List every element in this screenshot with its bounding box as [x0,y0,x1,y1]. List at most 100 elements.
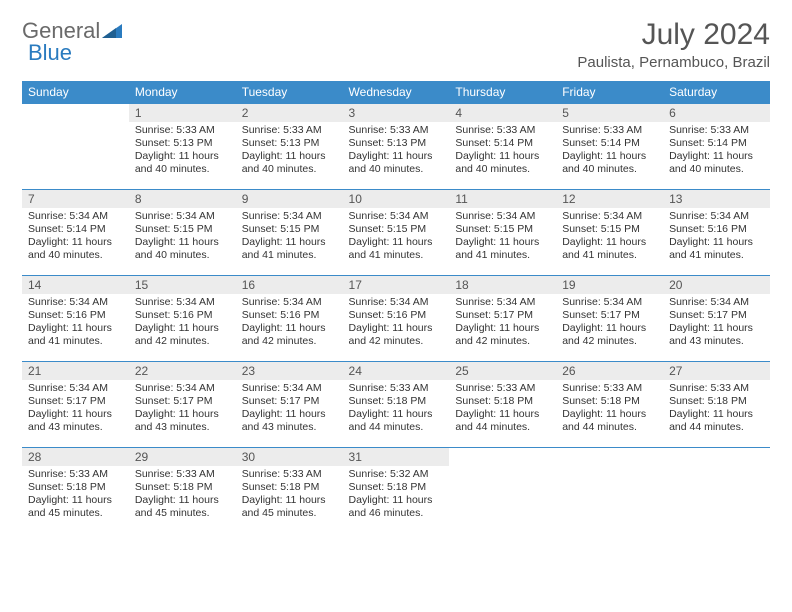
sunset-line: Sunset: 5:15 PM [135,223,230,236]
calendar-day-cell: 2Sunrise: 5:33 AMSunset: 5:13 PMDaylight… [236,104,343,190]
day-content: Sunrise: 5:33 AMSunset: 5:18 PMDaylight:… [449,380,556,439]
day-number: 29 [129,448,236,466]
day-content: Sunrise: 5:33 AMSunset: 5:14 PMDaylight:… [556,122,663,181]
daylight-line: Daylight: 11 hours and 41 minutes. [562,236,657,262]
calendar-day-cell: 12Sunrise: 5:34 AMSunset: 5:15 PMDayligh… [556,190,663,276]
day-number: 12 [556,190,663,208]
daylight-line: Daylight: 11 hours and 43 minutes. [135,408,230,434]
day-content: Sunrise: 5:34 AMSunset: 5:16 PMDaylight:… [22,294,129,353]
sunrise-line: Sunrise: 5:32 AM [349,468,444,481]
sunset-line: Sunset: 5:18 PM [562,395,657,408]
sunrise-line: Sunrise: 5:33 AM [669,382,764,395]
sunrise-line: Sunrise: 5:34 AM [669,210,764,223]
sunrise-line: Sunrise: 5:33 AM [349,382,444,395]
calendar-week-row: 21Sunrise: 5:34 AMSunset: 5:17 PMDayligh… [22,362,770,448]
sunset-line: Sunset: 5:17 PM [669,309,764,322]
sunset-line: Sunset: 5:15 PM [242,223,337,236]
calendar-day-cell: 29Sunrise: 5:33 AMSunset: 5:18 PMDayligh… [129,448,236,534]
day-content: Sunrise: 5:33 AMSunset: 5:18 PMDaylight:… [129,466,236,525]
day-content: Sunrise: 5:34 AMSunset: 5:15 PMDaylight:… [129,208,236,267]
day-content: Sunrise: 5:34 AMSunset: 5:16 PMDaylight:… [663,208,770,267]
daylight-line: Daylight: 11 hours and 40 minutes. [135,150,230,176]
calendar-day-cell: 15Sunrise: 5:34 AMSunset: 5:16 PMDayligh… [129,276,236,362]
calendar-day-cell: 28Sunrise: 5:33 AMSunset: 5:18 PMDayligh… [22,448,129,534]
daylight-line: Daylight: 11 hours and 40 minutes. [242,150,337,176]
calendar-day-cell: 27Sunrise: 5:33 AMSunset: 5:18 PMDayligh… [663,362,770,448]
sunrise-line: Sunrise: 5:34 AM [28,210,123,223]
day-number: 30 [236,448,343,466]
sunset-line: Sunset: 5:14 PM [669,137,764,150]
calendar-day-cell: 26Sunrise: 5:33 AMSunset: 5:18 PMDayligh… [556,362,663,448]
sunrise-line: Sunrise: 5:33 AM [28,468,123,481]
day-header: Sunday [22,81,129,104]
sunset-line: Sunset: 5:14 PM [562,137,657,150]
day-number: 17 [343,276,450,294]
calendar-week-row: 1Sunrise: 5:33 AMSunset: 5:13 PMDaylight… [22,104,770,190]
calendar-day-cell: 31Sunrise: 5:32 AMSunset: 5:18 PMDayligh… [343,448,450,534]
sunrise-line: Sunrise: 5:34 AM [349,210,444,223]
sunrise-line: Sunrise: 5:34 AM [455,210,550,223]
day-content: Sunrise: 5:33 AMSunset: 5:18 PMDaylight:… [343,380,450,439]
title-block: July 2024 Paulista, Pernambuco, Brazil [577,18,770,71]
location: Paulista, Pernambuco, Brazil [577,54,770,71]
calendar-day-cell [449,448,556,534]
day-content: Sunrise: 5:33 AMSunset: 5:13 PMDaylight:… [236,122,343,181]
day-content: Sunrise: 5:34 AMSunset: 5:17 PMDaylight:… [663,294,770,353]
daylight-line: Daylight: 11 hours and 44 minutes. [669,408,764,434]
sunset-line: Sunset: 5:16 PM [349,309,444,322]
calendar-day-cell: 22Sunrise: 5:34 AMSunset: 5:17 PMDayligh… [129,362,236,448]
calendar-day-cell: 14Sunrise: 5:34 AMSunset: 5:16 PMDayligh… [22,276,129,362]
sunset-line: Sunset: 5:17 PM [562,309,657,322]
day-number: 7 [22,190,129,208]
sunrise-line: Sunrise: 5:33 AM [455,124,550,137]
calendar-day-cell: 10Sunrise: 5:34 AMSunset: 5:15 PMDayligh… [343,190,450,276]
day-content: Sunrise: 5:34 AMSunset: 5:17 PMDaylight:… [236,380,343,439]
day-number: 9 [236,190,343,208]
sunrise-line: Sunrise: 5:33 AM [455,382,550,395]
logo-text-2: Blue [28,40,72,66]
day-content: Sunrise: 5:34 AMSunset: 5:16 PMDaylight:… [236,294,343,353]
day-content: Sunrise: 5:33 AMSunset: 5:14 PMDaylight:… [449,122,556,181]
calendar-day-cell: 9Sunrise: 5:34 AMSunset: 5:15 PMDaylight… [236,190,343,276]
day-number: 2 [236,104,343,122]
sunset-line: Sunset: 5:18 PM [242,481,337,494]
day-content: Sunrise: 5:34 AMSunset: 5:15 PMDaylight:… [343,208,450,267]
daylight-line: Daylight: 11 hours and 41 minutes. [28,322,123,348]
day-header: Monday [129,81,236,104]
sunset-line: Sunset: 5:13 PM [242,137,337,150]
day-content: Sunrise: 5:34 AMSunset: 5:16 PMDaylight:… [343,294,450,353]
sunrise-line: Sunrise: 5:34 AM [242,382,337,395]
sunrise-line: Sunrise: 5:34 AM [135,296,230,309]
daylight-line: Daylight: 11 hours and 42 minutes. [562,322,657,348]
daylight-line: Daylight: 11 hours and 40 minutes. [669,150,764,176]
day-number: 23 [236,362,343,380]
day-content: Sunrise: 5:34 AMSunset: 5:14 PMDaylight:… [22,208,129,267]
day-number: 13 [663,190,770,208]
day-header: Wednesday [343,81,450,104]
sunset-line: Sunset: 5:18 PM [135,481,230,494]
day-content: Sunrise: 5:33 AMSunset: 5:13 PMDaylight:… [343,122,450,181]
day-number: 1 [129,104,236,122]
day-header: Tuesday [236,81,343,104]
calendar-day-cell: 1Sunrise: 5:33 AMSunset: 5:13 PMDaylight… [129,104,236,190]
sunrise-line: Sunrise: 5:34 AM [135,210,230,223]
day-content: Sunrise: 5:33 AMSunset: 5:18 PMDaylight:… [22,466,129,525]
sunset-line: Sunset: 5:17 PM [455,309,550,322]
daylight-line: Daylight: 11 hours and 45 minutes. [242,494,337,520]
calendar-day-cell: 21Sunrise: 5:34 AMSunset: 5:17 PMDayligh… [22,362,129,448]
day-content: Sunrise: 5:33 AMSunset: 5:18 PMDaylight:… [556,380,663,439]
sunrise-line: Sunrise: 5:34 AM [28,296,123,309]
daylight-line: Daylight: 11 hours and 44 minutes. [562,408,657,434]
day-number: 4 [449,104,556,122]
sunrise-line: Sunrise: 5:34 AM [669,296,764,309]
sunrise-line: Sunrise: 5:33 AM [242,468,337,481]
sunrise-line: Sunrise: 5:33 AM [562,124,657,137]
daylight-line: Daylight: 11 hours and 42 minutes. [135,322,230,348]
day-number: 5 [556,104,663,122]
day-content: Sunrise: 5:34 AMSunset: 5:15 PMDaylight:… [449,208,556,267]
day-number: 15 [129,276,236,294]
sunrise-line: Sunrise: 5:34 AM [28,382,123,395]
daylight-line: Daylight: 11 hours and 43 minutes. [669,322,764,348]
day-content: Sunrise: 5:34 AMSunset: 5:16 PMDaylight:… [129,294,236,353]
day-number: 10 [343,190,450,208]
